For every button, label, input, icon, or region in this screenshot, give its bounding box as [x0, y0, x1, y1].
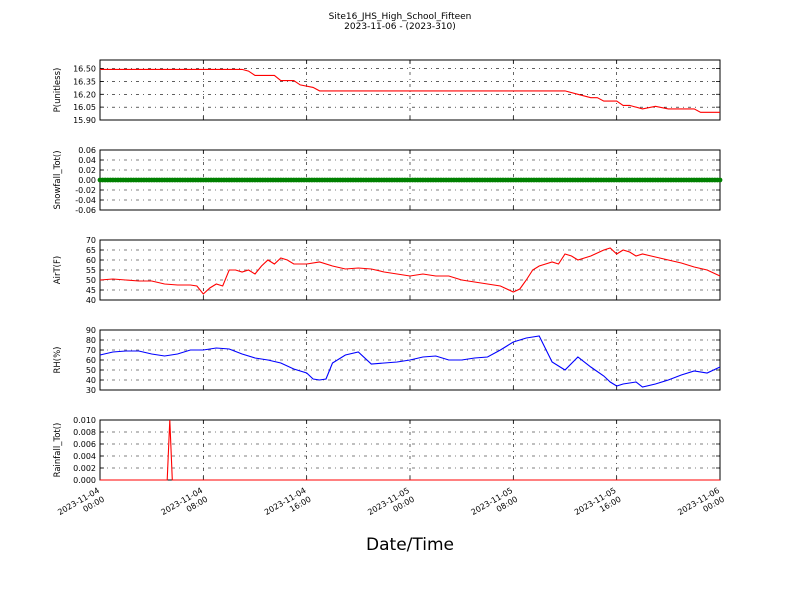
- series-line: [100, 68, 720, 113]
- x-tick-label: 2023-11-0416:00: [263, 486, 313, 526]
- y-tick-label: 16.50: [73, 65, 96, 74]
- y-tick-label: 0.04: [78, 156, 96, 165]
- y-tick-label: 90: [86, 326, 96, 335]
- x-axis-tick-labels: 2023-11-0400:00 2023-11-0408:00 2023-11-04…: [56, 486, 726, 526]
- y-tick-label: 45: [86, 286, 96, 295]
- series-line: [100, 419, 720, 481]
- y-axis-label: RH(%): [53, 346, 63, 373]
- x-tick-label: 2023-11-0516:00: [573, 486, 623, 526]
- y-tick-label: 0.006: [73, 440, 96, 449]
- data-point: [717, 177, 723, 183]
- x-tick-label: 2023-11-0508:00: [470, 486, 520, 526]
- series-line: [99, 247, 721, 295]
- y-tick-label: 80: [86, 336, 96, 345]
- y-tick-label: 0.06: [78, 146, 96, 155]
- y-tick-label: 15.90: [73, 116, 96, 125]
- panel-1: -0.06-0.04-0.020.000.020.040.06 Snowfall_…: [53, 146, 723, 215]
- chart-title: Site16_JHS_High_School_Fifteen: [329, 12, 472, 22]
- x-tick-label: 2023-11-0500:00: [366, 486, 416, 526]
- y-tick-label: 16.05: [73, 103, 96, 112]
- y-tick-label: 50: [86, 366, 96, 375]
- y-tick-label: 40: [86, 296, 96, 305]
- panel-4: 0.000 0.002 0.004 0.006 0.008 0.010 Rainfall_T…: [53, 416, 721, 485]
- y-tick-label: 0.002: [73, 464, 96, 473]
- y-axis-label: AirT(F): [53, 256, 63, 284]
- y-tick-label: 0.010: [73, 416, 96, 425]
- y-tick-label: 0.004: [73, 452, 96, 461]
- y-axis-label: Rainfall_Tot(): [53, 423, 63, 478]
- y-tick-label: 40: [86, 376, 96, 385]
- y-tick-label: 65: [86, 246, 96, 255]
- y-tick-label: 70: [86, 346, 96, 355]
- series-line: [99, 335, 721, 388]
- y-tick-label: 0.02: [78, 166, 96, 175]
- y-tick-label: 60: [86, 256, 96, 265]
- y-axis-label: Snowfall_Tot(): [53, 150, 63, 209]
- y-tick-label: -0.02: [75, 186, 96, 195]
- y-tick-label: 50: [86, 276, 96, 285]
- x-axis-label: Date/Time: [366, 535, 454, 555]
- y-tick-label: 0.00: [78, 176, 96, 185]
- x-tick-label: 2023-11-0408:00: [160, 486, 210, 526]
- panel-0: 15.90 16.05 16.20 16.35 16.50 P(unitless): [53, 59, 721, 125]
- y-tick-label: 16.35: [73, 77, 96, 86]
- panels-group: 15.90 16.05 16.20 16.35 16.50 P(unitless) -0.0…: [53, 59, 723, 485]
- y-tick-label: 55: [86, 266, 96, 275]
- y-tick-label: 60: [86, 356, 96, 365]
- x-tick-label: 2023-11-0600:00: [676, 486, 726, 526]
- y-tick-label: 30: [86, 386, 96, 395]
- y-tick-label: 16.20: [73, 90, 96, 99]
- y-tick-label: 0.008: [73, 428, 96, 437]
- y-tick-label: 0.000: [73, 476, 96, 485]
- y-tick-label: 70: [86, 236, 96, 245]
- chart-subtitle: 2023-11-06 - (2023-310): [344, 22, 456, 32]
- x-tick-label: 2023-11-0400:00: [56, 486, 106, 526]
- y-tick-label: -0.06: [75, 206, 96, 215]
- y-axis-label: P(unitless): [53, 68, 63, 113]
- y-tick-label: -0.04: [75, 196, 96, 205]
